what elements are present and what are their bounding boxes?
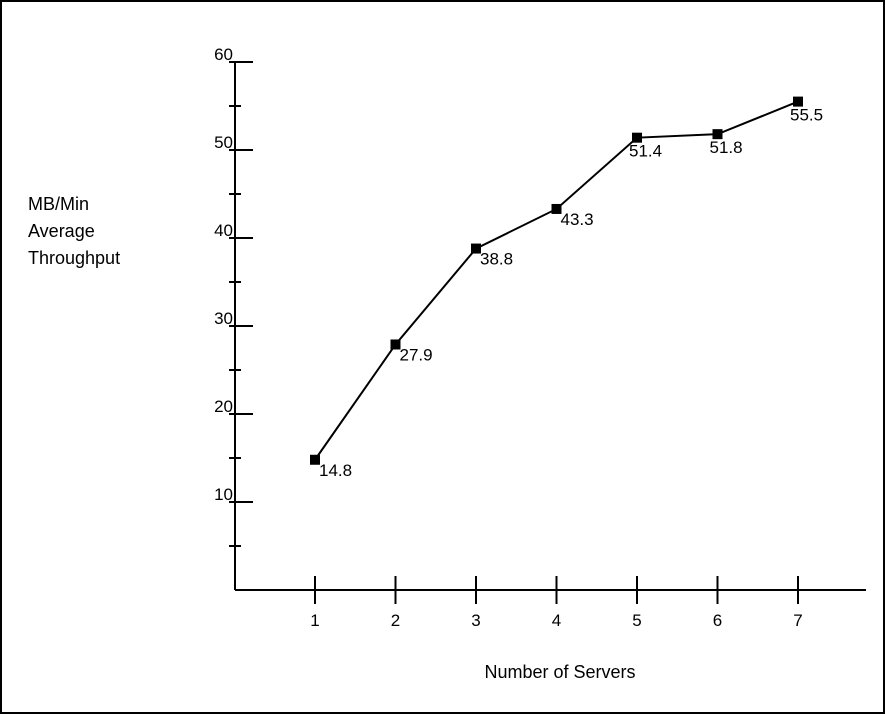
data-label: 14.8 <box>319 461 352 480</box>
x-axis-label-group: Number of Servers <box>484 662 635 682</box>
x-tick-label: 3 <box>471 611 480 630</box>
y-tick-label: 30 <box>214 309 233 328</box>
x-tick-label: 6 <box>713 611 722 630</box>
data-point-marker <box>632 132 642 143</box>
y-axis-label: MB/Min Average Throughput <box>28 194 120 268</box>
data-point-marker <box>310 454 320 465</box>
data-label: 27.9 <box>400 345 433 364</box>
y-tick-label: 10 <box>214 485 233 504</box>
y-axis-label-line: Average <box>28 221 95 241</box>
data-label: 51.8 <box>710 138 743 157</box>
y-tick-label: 60 <box>214 45 233 64</box>
data-label: 38.8 <box>480 250 513 269</box>
axes: 10 20 30 40 50 60 1 2 3 4 5 6 7 <box>214 45 866 630</box>
data-point-marker <box>793 96 803 107</box>
x-axis-label: Number of Servers <box>484 662 635 682</box>
y-axis-label-line: Throughput <box>28 248 120 268</box>
data-label: 55.5 <box>790 106 823 125</box>
data-point-marker <box>390 339 401 350</box>
x-tick-label: 1 <box>310 611 319 630</box>
x-tick-label: 4 <box>552 611 561 630</box>
x-tick-label: 7 <box>793 611 802 630</box>
y-tick-label: 50 <box>214 133 233 152</box>
x-tick-label: 2 <box>391 611 400 630</box>
y-axis-label-line: MB/Min <box>28 194 89 214</box>
data-point-marker <box>551 203 562 214</box>
data-point-marker <box>712 129 723 140</box>
y-tick-label: 40 <box>214 221 233 240</box>
data-point-marker <box>471 243 481 254</box>
y-tick-label: 20 <box>214 397 233 416</box>
data-label: 51.4 <box>629 142 662 161</box>
series-layer: 14.8 27.9 38.8 43.3 51.4 51.8 55.5 <box>310 96 823 480</box>
x-tick-label: 5 <box>632 611 641 630</box>
data-label: 43.3 <box>561 210 594 229</box>
